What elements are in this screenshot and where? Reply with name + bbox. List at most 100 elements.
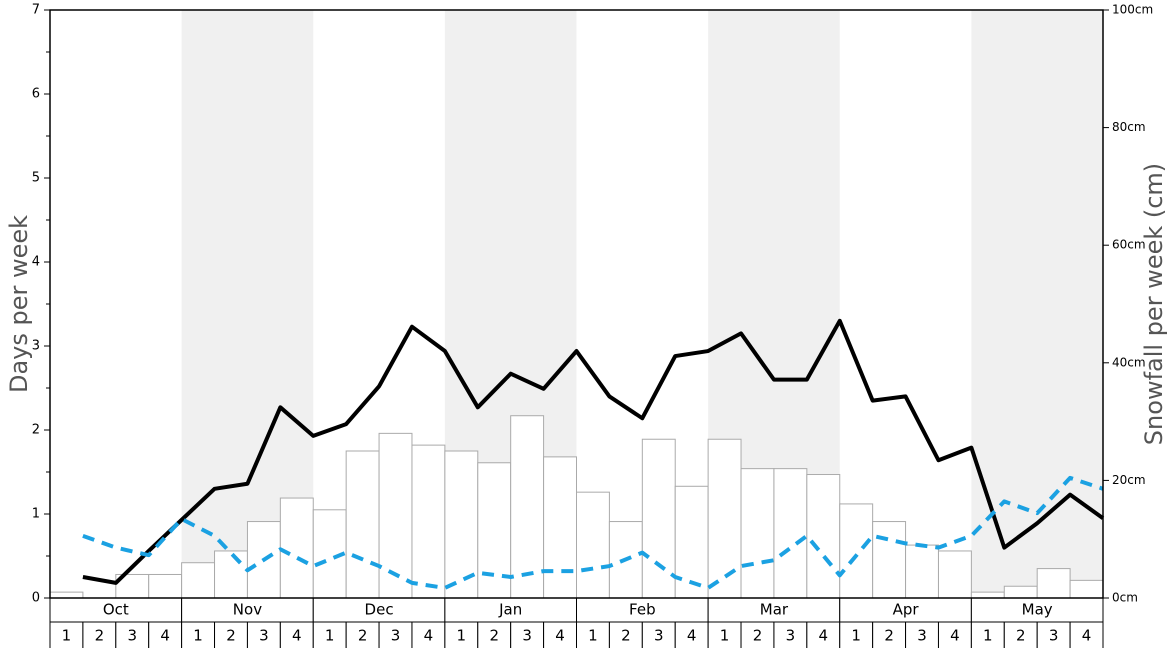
x-tick-label: 4	[555, 627, 565, 645]
x-tick-label: 1	[62, 627, 72, 645]
x-tick-label: 1	[720, 627, 730, 645]
y-tick-label: 1	[32, 507, 40, 522]
bar	[641, 438, 676, 599]
line	[82, 475, 1104, 590]
y-tick-label: 0	[32, 591, 40, 606]
month-label: Nov	[233, 601, 262, 619]
bar	[740, 468, 775, 599]
y-tick-label: 5	[32, 171, 40, 186]
x-tick-label: 2	[226, 627, 236, 645]
x-tick-label: 4	[950, 627, 960, 645]
week-cell	[279, 621, 314, 648]
month-cell	[839, 597, 972, 623]
week-cell	[148, 621, 183, 648]
month-cell	[49, 597, 183, 623]
week-cell	[510, 621, 545, 648]
week-cell	[49, 621, 84, 648]
week-cell	[1036, 621, 1071, 648]
y2-tick-label: 60cm	[1112, 238, 1146, 252]
bar	[148, 573, 183, 599]
bar	[970, 591, 1005, 599]
week-cell	[740, 621, 775, 648]
week-cell	[543, 621, 577, 648]
plot-frame	[49, 9, 1104, 599]
week-cell	[674, 621, 709, 648]
week-cell	[905, 621, 939, 648]
bar	[49, 591, 84, 599]
month-label: Dec	[365, 601, 394, 619]
bar	[1069, 579, 1104, 599]
x-tick-label: 3	[259, 627, 269, 645]
x-tick-label: 4	[292, 627, 302, 645]
y-tick-label: 6	[32, 87, 40, 102]
bar	[576, 491, 610, 599]
bar	[411, 444, 446, 599]
bar	[279, 497, 314, 599]
x-tick-label: 2	[1016, 627, 1026, 645]
month-label: Mar	[760, 601, 789, 619]
week-cell	[641, 621, 676, 648]
y-tick-label: 3	[32, 339, 40, 354]
week-cell	[773, 621, 808, 648]
month-label: Feb	[629, 601, 656, 619]
x-tick-label: 1	[983, 627, 993, 645]
x-tick-label: 4	[424, 627, 434, 645]
x-tick-label: 1	[851, 627, 861, 645]
month-label: Oct	[103, 601, 129, 619]
month-label: Jan	[498, 601, 522, 619]
bar	[510, 415, 545, 599]
week-cell	[345, 621, 380, 648]
bar	[806, 474, 841, 599]
x-tick-label: 2	[95, 627, 105, 645]
week-cell	[246, 621, 281, 648]
y2-tick-label: 0cm	[1112, 591, 1138, 605]
bar	[674, 485, 709, 599]
bar	[839, 503, 874, 599]
x-tick-label: 2	[753, 627, 763, 645]
x-tick-label: 3	[522, 627, 532, 645]
bar	[1003, 585, 1038, 599]
y-tick-label: 7	[32, 3, 40, 18]
x-tick-label: 4	[819, 627, 829, 645]
x-tick-label: 3	[1049, 627, 1059, 645]
y-axis-title: Days per week	[5, 215, 33, 393]
x-tick-label: 3	[654, 627, 664, 645]
x-tick-label: 2	[489, 627, 499, 645]
x-tick-label: 3	[786, 627, 796, 645]
bar	[378, 432, 413, 599]
week-cell	[411, 621, 446, 648]
month-label: Apr	[893, 601, 920, 619]
backgrounds	[181, 10, 1103, 598]
bar	[1036, 568, 1071, 599]
bar	[246, 521, 281, 599]
week-cell	[608, 621, 643, 648]
bar	[345, 450, 380, 599]
bar	[214, 550, 248, 599]
week-cell	[872, 621, 907, 648]
x-tick-label: 4	[160, 627, 170, 645]
y2-tick-label: 40cm	[1112, 355, 1146, 369]
bar	[773, 468, 808, 599]
x-tick-label: 3	[127, 627, 137, 645]
x-tick-label: 4	[687, 627, 697, 645]
x-tick-label: 1	[193, 627, 203, 645]
line	[82, 318, 1105, 585]
y2-tick-label: 100cm	[1112, 3, 1153, 17]
week-cell	[1069, 621, 1104, 648]
x-tick-label: 1	[457, 627, 467, 645]
y-tick-label: 2	[32, 423, 40, 438]
x-tick-label: 1	[325, 627, 335, 645]
y-tick-label: 4	[32, 255, 40, 270]
bar	[707, 438, 742, 599]
bar	[937, 550, 972, 599]
week-cell	[82, 621, 117, 648]
x-tick-label: 3	[391, 627, 401, 645]
x-tick-label: 2	[884, 627, 894, 645]
week-cell	[576, 621, 610, 648]
month-shade	[971, 10, 1103, 598]
bar	[905, 544, 939, 599]
bar	[543, 456, 577, 599]
x-tick-label: 2	[358, 627, 368, 645]
week-cell	[707, 621, 742, 648]
